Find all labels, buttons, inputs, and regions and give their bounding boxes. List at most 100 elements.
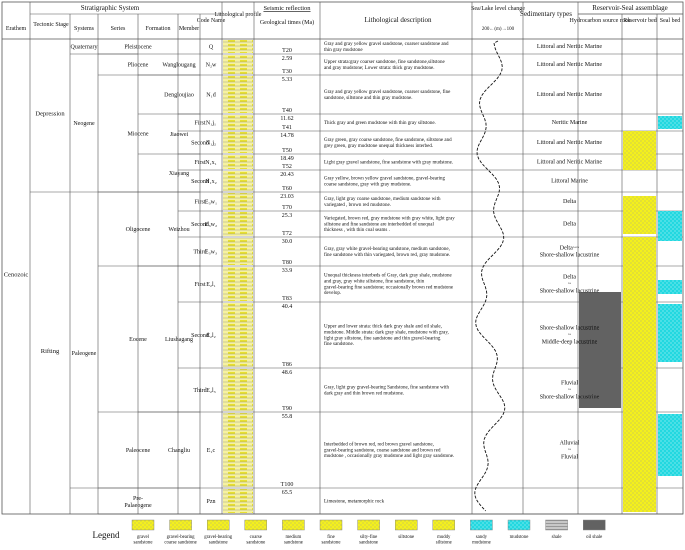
lithological-description: Upper and lower strata: thick dark gray … bbox=[324, 324, 449, 347]
lithological-description-line: develop. bbox=[324, 291, 341, 296]
sedimentary-type: Delta bbox=[563, 222, 576, 228]
sedimentary-type-line: Littoral and Neritic Marine bbox=[537, 160, 602, 166]
lithology-profile-segment bbox=[223, 76, 253, 113]
lithological-description: Gray, light gray gravel-bearing Sandston… bbox=[324, 385, 450, 396]
legend-label-line: mudstone bbox=[472, 541, 491, 546]
legend-label: gravel sandstone bbox=[134, 535, 153, 546]
sedimentary-type-line: Alluvial bbox=[560, 440, 580, 446]
lithology-profile-segment bbox=[223, 40, 253, 53]
seal-bed-fill bbox=[658, 280, 682, 294]
legend-title: Legend bbox=[93, 530, 120, 540]
sedimentary-type-line: Middle-deep lacustrine bbox=[542, 340, 598, 346]
legend-label-line: coarse sandstone bbox=[164, 541, 196, 546]
lithological-description-line: Gray and gray yellow gravel sandstone, c… bbox=[324, 42, 449, 47]
lithological-description-line: light gray siltstone, fine sandstone and… bbox=[324, 336, 441, 341]
formation-label: Changliu bbox=[168, 448, 190, 454]
lithological-description-line: Thick gray and green mudstone with thin … bbox=[324, 121, 436, 126]
sedimentary-type-line: Littoral and Neritic Marine bbox=[537, 62, 602, 68]
legend-swatch bbox=[357, 519, 380, 531]
sedimentary-type-line: Fluvial bbox=[561, 455, 578, 461]
system-label: Quaternary bbox=[71, 45, 98, 51]
legend-label: sandy mudstone bbox=[472, 535, 491, 546]
header-member: Member bbox=[179, 26, 199, 32]
header-code-name: Code Name bbox=[197, 18, 226, 24]
lithology-profile-segment bbox=[223, 132, 253, 153]
lithology-profile-segment bbox=[223, 489, 253, 513]
lithological-description-line: dark gray and thin brown red mudstone. bbox=[324, 391, 404, 396]
reservoir-bed-fill bbox=[623, 196, 656, 234]
lithological-description-line: mudstone. Middle strata: dark gray shale… bbox=[324, 330, 449, 335]
legend-label: gravel-bearing sandstone bbox=[204, 535, 233, 546]
series-label-line: Pre- bbox=[133, 496, 143, 502]
legend-swatch bbox=[432, 519, 455, 531]
lithological-description: Unequal thickness interbeds of Gray, dar… bbox=[324, 273, 454, 296]
lithological-description-line: Upper strata:gray coarser sandstone, fin… bbox=[324, 60, 445, 65]
sedimentary-type-line: Littoral Marine bbox=[551, 179, 588, 185]
legend-swatch bbox=[169, 519, 192, 531]
legend-label: gravel-bearing coarse sandstone bbox=[164, 535, 196, 546]
series-label: Pleistocene bbox=[124, 45, 152, 51]
legend-label-line: sandstone bbox=[322, 541, 341, 546]
series-label: Paleocene bbox=[126, 448, 151, 454]
reservoir-bed-fill bbox=[623, 131, 656, 170]
legend-swatch bbox=[244, 519, 268, 531]
lithology-profile-segment bbox=[223, 155, 253, 169]
lithological-description-line: gravel-bearing sandstone, coarse sandsto… bbox=[324, 448, 441, 453]
lithological-description-line: Unequal thickness interbeds of Gray, dar… bbox=[324, 273, 452, 278]
code-name: E₃w₂ bbox=[205, 222, 217, 228]
seismic-reflector: T30 bbox=[282, 69, 292, 75]
legend-label-line: sandstone bbox=[209, 541, 228, 546]
legend-label-line: gravel-bearing bbox=[167, 535, 196, 540]
reservoir-bed-fill bbox=[623, 502, 656, 512]
sedimentary-type-line: Neritic Marine bbox=[552, 120, 588, 126]
header-reservoir-bed: Reservoir bed bbox=[623, 18, 657, 24]
legend-label-line: coarse bbox=[250, 535, 262, 540]
sedimentary-type-line: ~ bbox=[568, 388, 572, 394]
code-name: N₂w bbox=[206, 63, 217, 69]
member-label: First bbox=[194, 282, 205, 288]
legend-label-line: silty-fine bbox=[360, 535, 377, 540]
lithology-profile-segment bbox=[223, 193, 253, 210]
code-name: Pzn bbox=[207, 499, 216, 505]
sedimentary-type: Littoral and Neritic Marine bbox=[537, 62, 602, 68]
lithological-description-line: Upper and lower strata: thick dark gray … bbox=[324, 324, 442, 329]
header-lithological-description: Lithological description bbox=[364, 16, 432, 24]
sedimentary-type: Littoral and Neritic Marine bbox=[537, 92, 602, 98]
sedimentary-type-line: Delta~~ bbox=[560, 246, 580, 252]
legend-swatch bbox=[206, 519, 230, 531]
legend-label-line: fine bbox=[327, 535, 334, 540]
header-tectonic-stage: Tectonic Stage bbox=[33, 22, 69, 28]
legend-label-line: sandstone bbox=[359, 541, 378, 546]
geological-age: 65.5 bbox=[282, 490, 293, 496]
legend-swatch bbox=[583, 519, 606, 531]
legend-label: mudstone bbox=[510, 535, 529, 540]
header-sedimentary-types: Sedimentary types bbox=[520, 10, 572, 18]
legend-swatch bbox=[545, 519, 568, 531]
series-label: Eocene bbox=[129, 337, 147, 343]
hydrocarbon-source-rock-fill bbox=[579, 292, 621, 408]
lithological-description-line: Variegated, brown red, gray mudstone wit… bbox=[324, 216, 455, 221]
header-geological-times: Geological times (Ma) bbox=[260, 19, 314, 26]
sedimentary-type: Delta~~ Shore-shallow lacustrine bbox=[540, 246, 600, 259]
sedimentary-type-line: Delta bbox=[563, 222, 576, 228]
member-label: Third bbox=[193, 250, 206, 256]
sedimentary-type: Fluvial ~ Shore-shallow lacustrine bbox=[540, 380, 600, 400]
header-series: Series bbox=[111, 26, 126, 32]
lithology-profile-segment bbox=[223, 413, 253, 487]
lithological-description: Limestone, metamorphic rock bbox=[324, 499, 385, 504]
lithological-description-line: Gray, light gray gravel-bearing Sandston… bbox=[324, 385, 450, 390]
sedimentary-type: Alluvial ~ Fluvial bbox=[560, 440, 580, 460]
seismic-reflector: T40 bbox=[282, 108, 292, 114]
geological-age: 2.59 bbox=[282, 56, 293, 62]
seismic-reflector: T83 bbox=[282, 296, 292, 302]
lithological-description-line: and gray mudstone; Lower strata: thick g… bbox=[324, 66, 435, 71]
lithological-description-line: Gray, light gray coarse sandstone, mediu… bbox=[324, 197, 441, 202]
legend-label-line: siltstone bbox=[398, 535, 414, 540]
legend-label-line: sandstone bbox=[284, 541, 303, 546]
sedimentary-type-line: ~ bbox=[568, 448, 572, 454]
legend-label-line: gravel-bearing bbox=[204, 535, 233, 540]
legend-label-line: sandy bbox=[476, 535, 488, 540]
code-name: N₁j₁ bbox=[206, 121, 216, 127]
seismic-reflector: T80 bbox=[282, 260, 292, 266]
